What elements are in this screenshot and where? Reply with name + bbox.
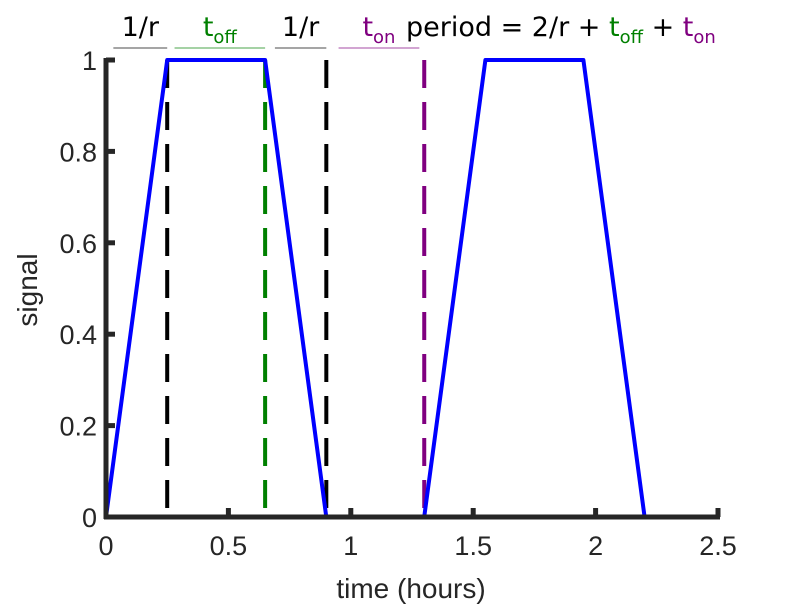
y-tick-label-5: 1 xyxy=(82,46,97,76)
formula-ton-sub: on xyxy=(693,27,715,48)
period-formula: period = 2/r + toff + ton xyxy=(406,12,716,48)
y-tick-label-0: 0 xyxy=(82,503,97,533)
y-axis-label: signal xyxy=(12,253,43,326)
y-tick-label-4: 0.8 xyxy=(59,137,97,167)
x-tick-label-0: 0 xyxy=(98,531,113,561)
annotation-label-2: 1/r xyxy=(282,12,320,43)
x-tick-label-2: 1 xyxy=(343,531,358,561)
ticks: 0 0.5 1 1.5 2 2.5 0 0.2 0.4 0.6 0.8 1 xyxy=(59,46,736,561)
vertical-markers xyxy=(165,60,427,517)
formula-toff-base: t xyxy=(609,12,620,43)
annotation-label-3: ton xyxy=(362,12,395,48)
formula-middle: + xyxy=(643,12,683,43)
x-tick-label-5: 2.5 xyxy=(699,531,737,561)
annotation-label-0: 1/r xyxy=(122,12,160,43)
series-line-0 xyxy=(104,58,718,519)
axes xyxy=(103,58,720,520)
formula-toff-sub: off xyxy=(620,27,644,48)
annotation-label-1: toff xyxy=(203,12,238,48)
x-tick-label-1: 0.5 xyxy=(210,531,248,561)
x-tick-label-4: 2 xyxy=(588,531,603,561)
y-tick-label-2: 0.4 xyxy=(59,320,97,350)
y-tick-label-3: 0.6 xyxy=(59,229,97,259)
formula-ton-base: t xyxy=(683,12,694,43)
x-tick-label-3: 1.5 xyxy=(454,531,492,561)
y-tick-label-1: 0.2 xyxy=(59,412,97,442)
series-layer xyxy=(104,58,718,519)
annotations: 1/r toff 1/r ton xyxy=(113,12,420,49)
formula-prefix: period = 2/r + xyxy=(406,12,609,43)
x-axis-label: time (hours) xyxy=(336,573,485,604)
